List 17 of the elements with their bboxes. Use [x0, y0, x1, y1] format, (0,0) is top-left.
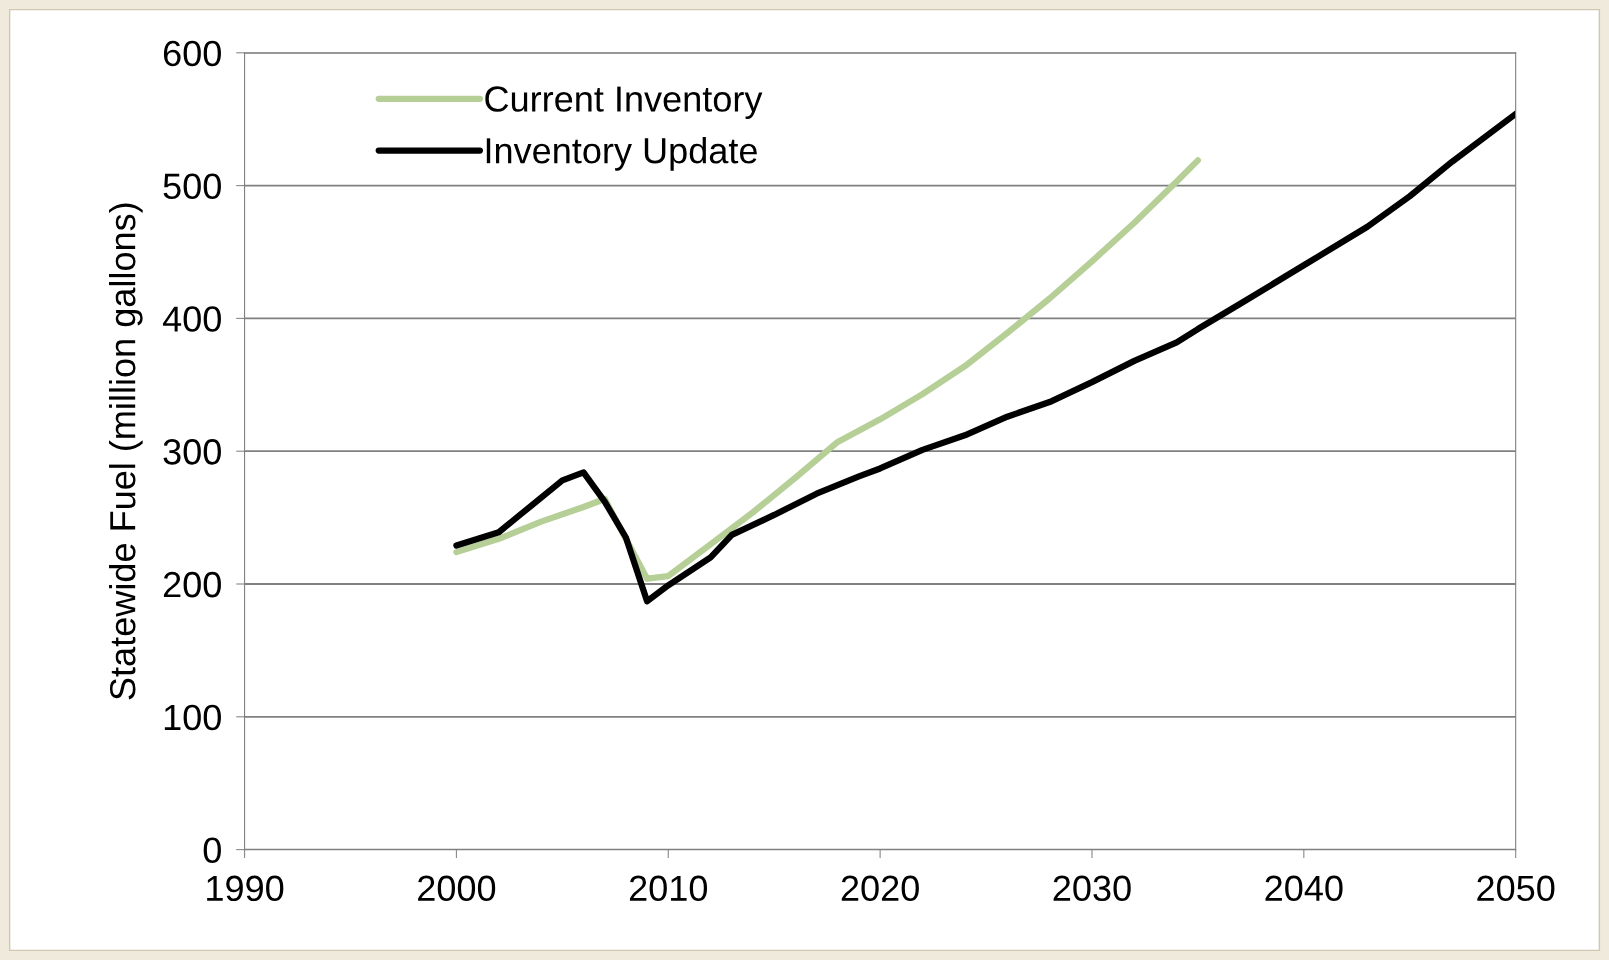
y-tick-label: 600 [163, 40, 221, 67]
x-tick-label: 2020 [841, 875, 919, 902]
x-tick-label: 1990 [207, 875, 284, 902]
legend-label: Inventory Update [486, 137, 757, 171]
y-tick-label: 500 [163, 173, 221, 200]
y-tick-label: 0 [203, 837, 221, 864]
x-tick-label: 2050 [1477, 875, 1555, 902]
x-tick-label: 2000 [418, 875, 496, 902]
y-tick-label: 300 [163, 439, 221, 465]
x-tick-label: 2040 [1265, 875, 1343, 902]
y-tick-label: 100 [164, 704, 221, 731]
x-tick-label: 2030 [1053, 875, 1131, 902]
x-tick-label: 2010 [629, 875, 708, 902]
y-axis-title: Statewide Fuel (million gallons) [109, 203, 143, 700]
legend-label: Current Inventory [485, 86, 763, 119]
y-tick-label: 200 [163, 571, 221, 598]
y-tick-label: 400 [162, 306, 221, 332]
